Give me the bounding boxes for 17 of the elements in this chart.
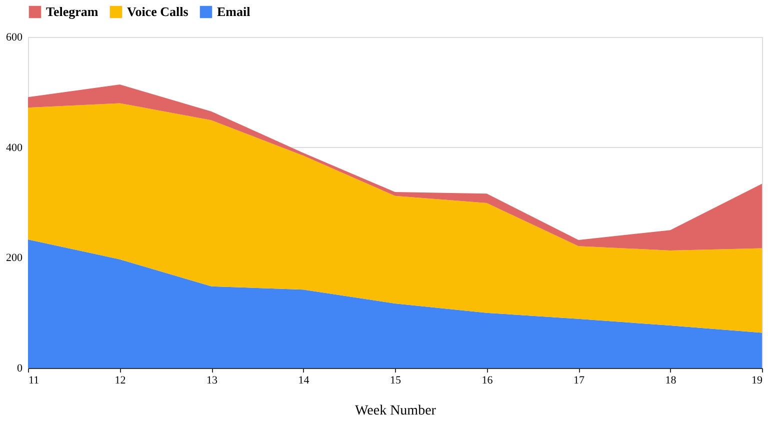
y-tick-label: 400 <box>6 142 23 154</box>
x-tick-label: 19 <box>752 374 763 386</box>
legend-label: Email <box>217 4 251 19</box>
legend-label: Voice Calls <box>127 4 188 19</box>
x-tick-label: 14 <box>298 374 310 386</box>
x-tick-label: 18 <box>665 374 677 386</box>
x-axis-title: Week Number <box>355 404 436 418</box>
y-tick-label: 200 <box>6 252 23 264</box>
y-tick-label: 600 <box>6 32 23 44</box>
x-tick-label: 11 <box>28 374 40 386</box>
legend-label: Telegram <box>46 4 98 19</box>
x-tick-label: 15 <box>390 374 402 386</box>
x-tick-label: 17 <box>574 374 585 386</box>
x-tick-label: 13 <box>206 374 218 386</box>
x-tick-label: 12 <box>114 374 126 386</box>
y-tick-label: 0 <box>17 362 23 374</box>
x-tick-label: 16 <box>482 374 494 386</box>
